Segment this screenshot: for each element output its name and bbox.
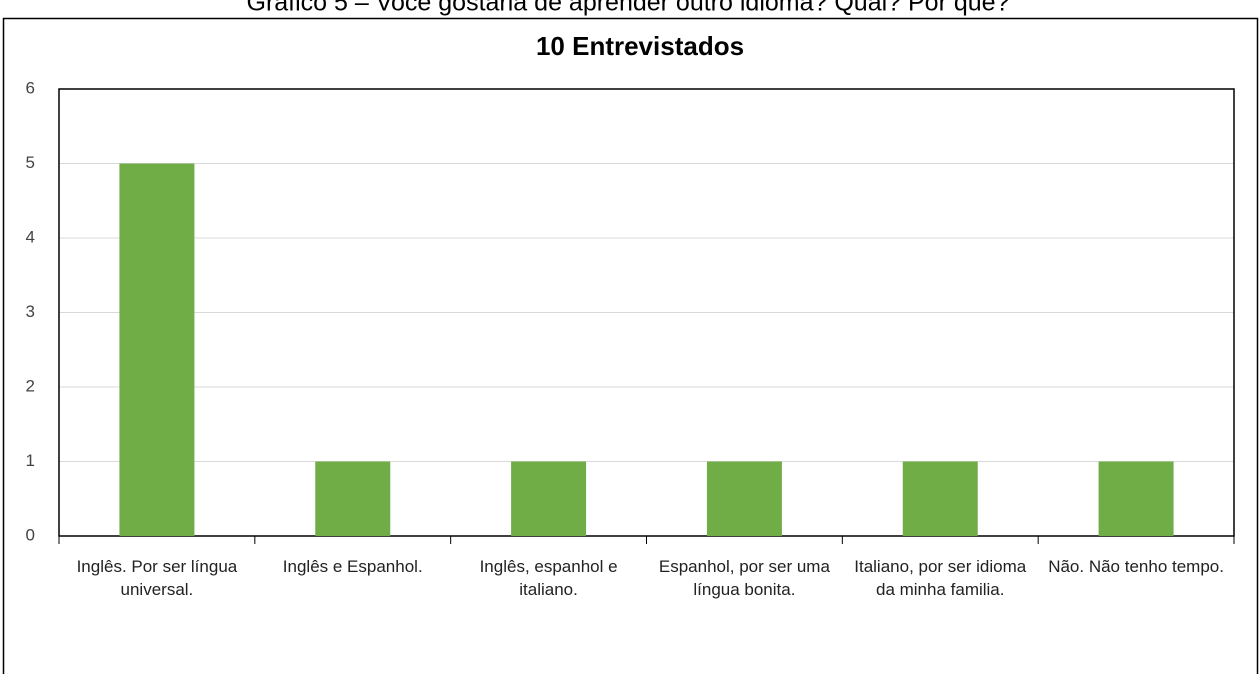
- x-tick-label: Espanhol, por ser uma língua bonita.: [658, 557, 830, 599]
- x-tick-label: Inglês. Por ser língua universal.: [76, 557, 238, 599]
- bar: [706, 461, 782, 536]
- chart-title: 10 Entrevistados: [536, 31, 744, 61]
- bar: [1098, 461, 1174, 536]
- x-tick-label: Inglês e Espanhol.: [282, 557, 423, 576]
- bar: [315, 461, 391, 536]
- y-tick-label: 1: [26, 451, 35, 470]
- y-tick-label: 4: [26, 227, 35, 246]
- bar: [511, 461, 587, 536]
- x-tick-label: Inglês, espanhol e italiano.: [479, 557, 618, 599]
- bar: [119, 163, 195, 536]
- caption: Gráfico 5 – Você gostaria de aprender ou…: [247, 0, 1010, 17]
- y-tick-label: 6: [26, 78, 35, 97]
- y-tick-label: 0: [26, 525, 35, 544]
- y-tick-label: 2: [26, 376, 35, 395]
- y-tick-label: 5: [26, 153, 35, 172]
- y-tick-label: 3: [26, 302, 35, 321]
- x-tick-label: Não. Não tenho tempo.: [1048, 557, 1224, 576]
- chart-border: [2, 17, 1259, 674]
- bar: [902, 461, 978, 536]
- x-tick-label: Italiano, por ser idioma da minha famili…: [854, 557, 1027, 599]
